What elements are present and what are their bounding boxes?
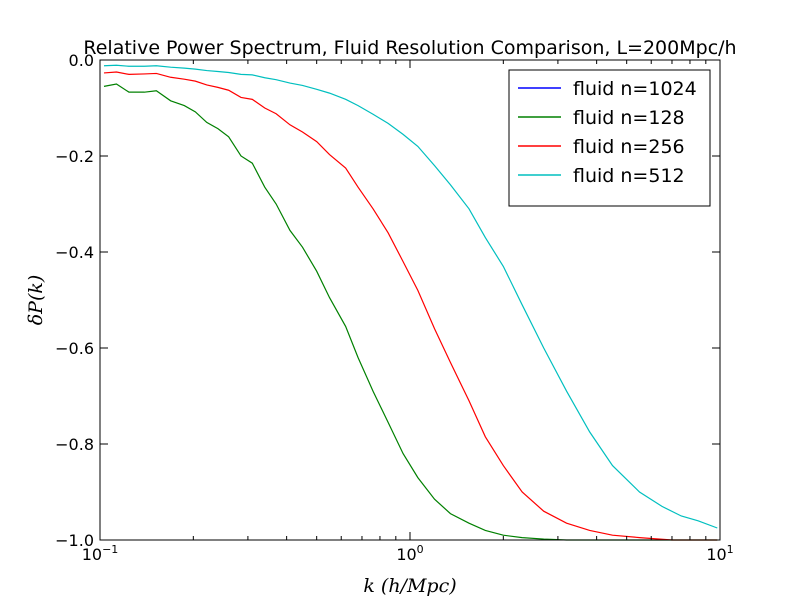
series-line-1 [103, 83, 718, 541]
y-tick-label: −0.8 [55, 435, 94, 454]
y-tick-label: −0.2 [55, 147, 94, 166]
y-tick-label: −0.4 [55, 243, 94, 262]
series-line-2 [103, 71, 718, 541]
series-layer [103, 64, 718, 541]
x-tick-label: 10−1 [82, 543, 119, 564]
chart-title: Relative Power Spectrum, Fluid Resolutio… [83, 37, 736, 59]
y-axis-label: δP(k) [25, 275, 47, 326]
legend-label-3: fluid n=512 [573, 165, 685, 187]
ticks-layer: 10−1 100 101 0.0 −0.2 −0.4 −0.6 −0.8 −1.0 [55, 51, 734, 564]
series-line-3 [103, 64, 718, 529]
x-tick-label: 100 [396, 543, 423, 564]
y-tick-label: −1.0 [55, 531, 94, 550]
legend-label-1: fluid n=128 [573, 107, 685, 129]
legend-label-2: fluid n=256 [573, 136, 685, 158]
legend-box [508, 69, 711, 207]
x-axis-label: k (h/Mpc) [363, 575, 456, 597]
y-tick-label: −0.6 [55, 339, 94, 358]
legend: fluid n=1024 fluid n=128 fluid n=256 fluid … [508, 69, 711, 207]
legend-label-0: fluid n=1024 [573, 78, 697, 100]
x-tick-label: 101 [706, 543, 733, 564]
y-tick-label: 0.0 [69, 51, 94, 70]
